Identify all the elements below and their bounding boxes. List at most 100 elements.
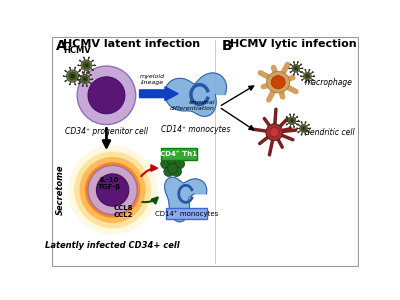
Circle shape — [297, 131, 299, 133]
Text: Secretome: Secretome — [56, 165, 65, 215]
Circle shape — [290, 118, 294, 123]
Circle shape — [83, 57, 85, 59]
Circle shape — [79, 69, 81, 71]
Circle shape — [301, 126, 306, 131]
Circle shape — [69, 67, 71, 68]
Circle shape — [297, 124, 299, 125]
Circle shape — [68, 72, 76, 80]
Circle shape — [304, 81, 306, 83]
Circle shape — [305, 74, 310, 79]
Circle shape — [82, 85, 84, 87]
Text: macrophage: macrophage — [305, 78, 353, 87]
Circle shape — [79, 60, 81, 61]
Circle shape — [80, 74, 90, 84]
Ellipse shape — [88, 77, 125, 114]
Circle shape — [293, 126, 295, 128]
Circle shape — [296, 116, 298, 118]
Circle shape — [298, 120, 300, 122]
Circle shape — [294, 67, 297, 70]
Circle shape — [288, 117, 296, 124]
FancyBboxPatch shape — [161, 148, 196, 160]
Text: CD4⁺ Th1: CD4⁺ Th1 — [160, 151, 197, 157]
Text: CD14⁺ monocytes: CD14⁺ monocytes — [161, 125, 230, 134]
Circle shape — [81, 60, 92, 70]
Ellipse shape — [168, 164, 178, 173]
Circle shape — [78, 64, 79, 66]
Circle shape — [312, 71, 314, 73]
Circle shape — [82, 76, 88, 82]
Circle shape — [70, 74, 75, 78]
Circle shape — [63, 75, 65, 77]
Circle shape — [301, 134, 302, 136]
Circle shape — [83, 72, 85, 74]
Circle shape — [297, 74, 299, 76]
Circle shape — [296, 124, 298, 125]
Text: CCL8
CCL2: CCL8 CCL2 — [114, 205, 133, 218]
Circle shape — [90, 74, 92, 76]
Circle shape — [289, 114, 291, 116]
Ellipse shape — [161, 159, 171, 169]
Circle shape — [78, 82, 80, 84]
Circle shape — [91, 78, 93, 80]
Ellipse shape — [270, 128, 279, 137]
Circle shape — [296, 128, 298, 129]
Circle shape — [90, 82, 92, 84]
Circle shape — [74, 83, 76, 85]
Circle shape — [300, 71, 302, 73]
Circle shape — [80, 75, 82, 77]
Circle shape — [308, 69, 310, 71]
Circle shape — [92, 69, 94, 71]
Ellipse shape — [88, 165, 137, 214]
Circle shape — [88, 57, 90, 59]
Text: HCMV lytic infection: HCMV lytic infection — [230, 39, 357, 49]
Circle shape — [305, 121, 306, 123]
Circle shape — [74, 152, 151, 229]
Circle shape — [80, 157, 146, 223]
Text: CD14⁺ monocytes: CD14⁺ monocytes — [155, 210, 218, 217]
Circle shape — [313, 75, 315, 77]
Circle shape — [78, 74, 80, 76]
Circle shape — [302, 127, 305, 130]
Ellipse shape — [266, 124, 283, 141]
Text: Latently infected CD34+ cell: Latently infected CD34+ cell — [45, 241, 180, 250]
Ellipse shape — [174, 159, 184, 169]
Circle shape — [300, 124, 308, 132]
Polygon shape — [165, 177, 207, 222]
Circle shape — [308, 124, 310, 125]
Circle shape — [293, 61, 295, 63]
Circle shape — [66, 70, 79, 82]
Ellipse shape — [77, 66, 136, 124]
Circle shape — [308, 81, 310, 83]
Circle shape — [308, 131, 310, 133]
Circle shape — [64, 70, 66, 72]
Circle shape — [288, 68, 290, 69]
Circle shape — [309, 128, 311, 129]
Text: HCMV latent infection: HCMV latent infection — [63, 39, 200, 49]
Ellipse shape — [168, 156, 178, 166]
Circle shape — [85, 162, 140, 218]
Circle shape — [77, 78, 78, 80]
Text: HCMV: HCMV — [63, 46, 91, 55]
Circle shape — [79, 70, 81, 72]
Circle shape — [290, 64, 292, 65]
Circle shape — [86, 85, 88, 87]
Circle shape — [94, 64, 96, 66]
Circle shape — [286, 124, 288, 125]
Ellipse shape — [172, 167, 182, 176]
Circle shape — [300, 64, 302, 65]
Circle shape — [291, 119, 293, 122]
Circle shape — [305, 134, 306, 136]
Circle shape — [292, 64, 300, 72]
Circle shape — [304, 72, 311, 80]
Circle shape — [301, 79, 303, 81]
Ellipse shape — [271, 76, 285, 89]
Circle shape — [312, 79, 314, 81]
Circle shape — [301, 71, 303, 73]
FancyBboxPatch shape — [166, 208, 207, 219]
Text: A: A — [56, 39, 67, 53]
Circle shape — [290, 71, 292, 73]
FancyBboxPatch shape — [52, 37, 358, 266]
Text: B: B — [222, 39, 232, 53]
Circle shape — [83, 62, 90, 69]
Text: dendritic cell: dendritic cell — [305, 128, 355, 137]
